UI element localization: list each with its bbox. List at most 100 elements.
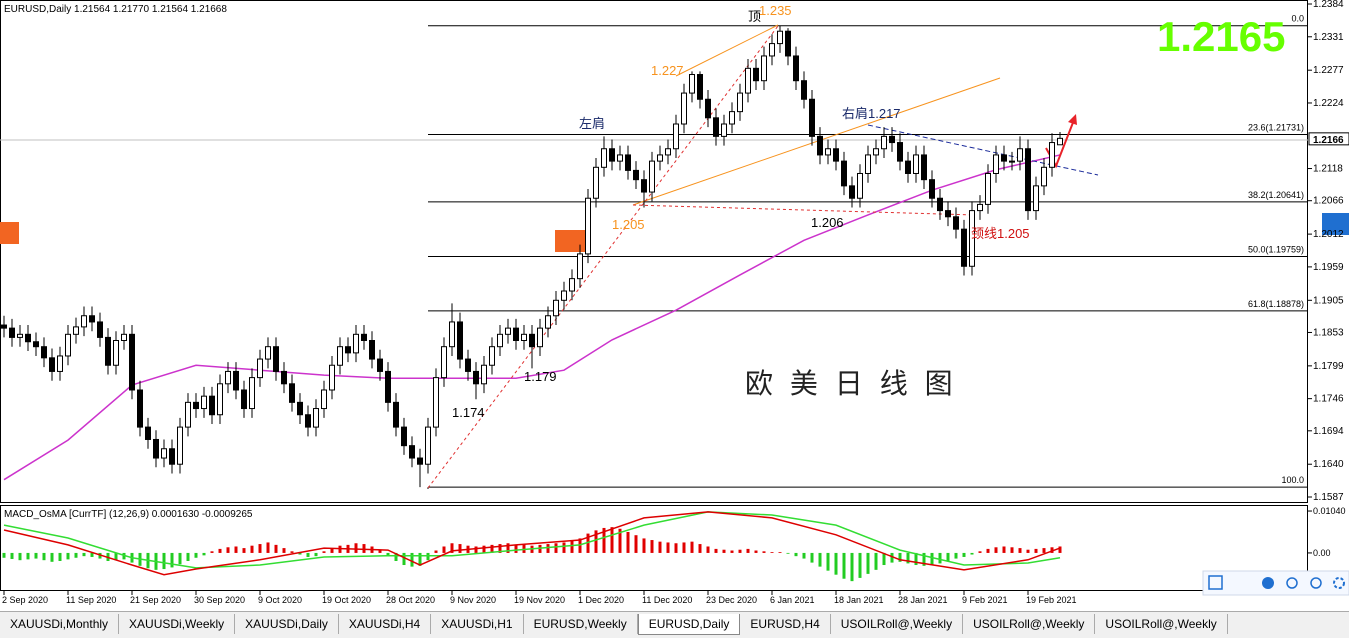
tab[interactable]: XAUUSDi,Daily [235,614,339,634]
histogram-bar [434,550,438,553]
histogram-bar [186,552,190,561]
histogram-bar [730,550,734,553]
candle-body [417,457,423,465]
histogram-bar [506,543,510,553]
candle-body [641,179,647,193]
tab[interactable]: EURUSD,Weekly [524,614,638,634]
candle-body [393,401,399,428]
chart-title: EURUSD,Daily 1.21564 1.21770 1.21564 1.2… [4,4,227,15]
tab[interactable]: USOILRoll@,Weekly [963,614,1096,634]
x-tick-label: 6 Jan 2021 [770,595,815,605]
x-tick-label: 19 Oct 2020 [322,595,371,605]
histogram-bar [618,528,622,553]
annotation: 1.235 [759,3,792,18]
candle-body [689,74,695,94]
annotation: 1.205 [612,217,645,232]
histogram-bar [210,551,214,553]
candle-body [977,203,983,212]
histogram-bar [690,541,694,553]
neck-line [867,124,1099,176]
histogram-bar [954,552,958,559]
annotation: 右肩1.217 [842,106,901,121]
tab[interactable]: USOILRoll@,Weekly [1095,614,1228,634]
candle-body [1049,142,1055,168]
histogram-bar [10,552,14,559]
candle-body [73,326,79,335]
histogram-bar [66,552,70,560]
line [3,154,1061,481]
histogram-bar [946,552,950,561]
candle-body [433,377,439,428]
trend-line [632,77,1001,206]
icon[interactable] [1262,577,1274,589]
candle-body [281,370,287,385]
tab[interactable]: USOILRoll@,Weekly [831,614,964,634]
histogram-bar [626,531,630,553]
histogram-bar [938,552,942,564]
fib-label: 23.6(1.21731) [1248,122,1304,132]
histogram-bar [602,527,606,553]
icon[interactable] [1333,577,1345,589]
side-button[interactable] [1322,213,1349,235]
histogram-bar [410,552,414,567]
histogram-bar [698,544,702,553]
candle-body [985,172,991,205]
candle-body [65,333,71,357]
candle-body [201,395,207,410]
toolbar[interactable] [1202,570,1349,596]
candle-body [721,123,727,137]
histogram-bar [770,552,774,553]
histogram-bar [170,552,174,568]
y-tick-label: 1.2277 [1313,65,1344,76]
tab[interactable]: XAUUSDi,Weekly [119,614,236,634]
y-tick-label: 1.1799 [1313,361,1344,372]
candle-body [921,154,927,181]
candle-body [833,148,839,162]
histogram-bar [562,542,566,553]
tab[interactable]: XAUUSDi,H4 [339,614,432,634]
y-tick-label: 1.1694 [1313,426,1344,437]
histogram-bar [58,552,62,561]
tab[interactable]: XAUUSDi,Monthly [0,614,120,634]
candle-body [865,154,871,174]
candle-body [849,185,855,199]
macd-panel [0,505,1308,591]
tab[interactable]: XAUUSDi,H1 [431,614,524,634]
histogram-bar [658,541,662,553]
candle-body [1017,148,1023,162]
candle-body [713,117,719,137]
histogram-bar [2,552,6,558]
candle-body [881,135,887,150]
x-tick-label: 9 Oct 2020 [258,595,302,605]
candle-body [993,154,999,174]
icon[interactable] [1208,575,1223,590]
histogram-bar [930,552,934,566]
tab[interactable]: EURUSD,Daily [637,614,741,635]
candle-body [353,333,359,354]
candle-body [97,321,103,338]
candle-body [457,321,463,360]
icon[interactable] [1286,577,1298,589]
x-tick-label: 2 Sep 2020 [2,595,48,605]
histogram-bar [282,548,286,553]
chart: EURUSD,Daily 1.21564 1.21770 1.21564 1.2… [0,0,1349,605]
histogram-bar [322,551,326,553]
icon[interactable] [1310,577,1322,589]
histogram-bar [450,543,454,553]
histogram-bar [1010,547,1014,553]
x-tick-label: 19 Feb 2021 [1026,595,1077,605]
histogram-bar [226,547,230,553]
candle-body [425,426,431,465]
histogram-bar [458,544,462,553]
candle-body [193,401,199,410]
histogram-bar [994,547,998,553]
candle-body [337,346,343,366]
histogram-bar [746,548,750,553]
tab[interactable]: EURUSD,H4 [740,614,831,634]
histogram-bar [90,552,94,557]
histogram-bar [1034,548,1038,553]
x-tick-label: 11 Dec 2020 [642,595,692,605]
candle-body [777,30,783,45]
histogram-bar [394,552,398,561]
candle-body [369,340,375,360]
